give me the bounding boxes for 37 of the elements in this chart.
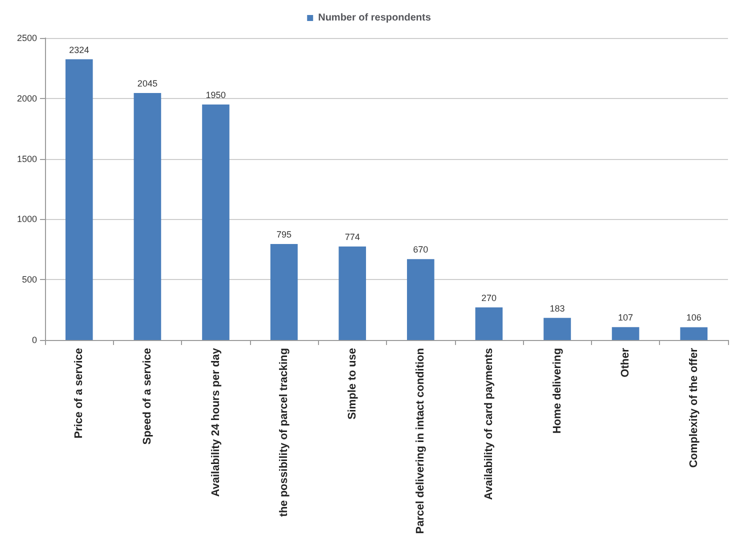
data-label: 183 bbox=[550, 303, 565, 314]
y-tick-label: 2000 bbox=[16, 93, 37, 104]
x-tick-label: the possibility of parcel tracking bbox=[278, 348, 290, 517]
y-tick-label: 1000 bbox=[16, 214, 37, 224]
bar bbox=[134, 92, 162, 340]
bar bbox=[270, 244, 298, 340]
data-label: 670 bbox=[413, 244, 428, 255]
y-tick-label: 0 bbox=[32, 335, 37, 345]
data-label: 2045 bbox=[137, 78, 158, 88]
bar bbox=[65, 59, 93, 340]
data-label: 1950 bbox=[206, 90, 226, 100]
data-label: 2324 bbox=[69, 44, 90, 55]
bar bbox=[406, 259, 434, 340]
bar bbox=[202, 104, 230, 340]
x-tick-label: Complexity of the offer bbox=[688, 347, 700, 468]
y-tick-label: 2500 bbox=[16, 33, 37, 43]
bar bbox=[338, 246, 366, 340]
bar bbox=[544, 318, 571, 340]
data-label: 774 bbox=[344, 232, 360, 242]
x-tick-label: Availability 24 hours per day bbox=[210, 347, 222, 497]
bar bbox=[612, 327, 640, 340]
x-tick-label: Speed of a service bbox=[141, 348, 154, 445]
x-tick-label: Parcel delivering in intact condition bbox=[414, 348, 427, 534]
x-tick-label: Simple to use bbox=[346, 348, 358, 420]
bar bbox=[680, 327, 708, 340]
y-tick-label: 500 bbox=[22, 274, 37, 285]
y-tick-label: 1500 bbox=[16, 154, 37, 164]
data-label: 270 bbox=[481, 292, 496, 303]
data-label: 106 bbox=[686, 312, 702, 323]
data-label: 795 bbox=[276, 229, 292, 240]
x-tick-label: Price of a service bbox=[73, 348, 86, 439]
data-label: 107 bbox=[618, 312, 634, 323]
x-tick-label: Availability of card payments bbox=[482, 348, 495, 500]
x-tick-label: Other bbox=[620, 347, 632, 378]
x-tick-label: Home delivering bbox=[551, 348, 564, 434]
bar bbox=[475, 307, 503, 340]
legend-label: Number of respondents bbox=[318, 12, 432, 24]
